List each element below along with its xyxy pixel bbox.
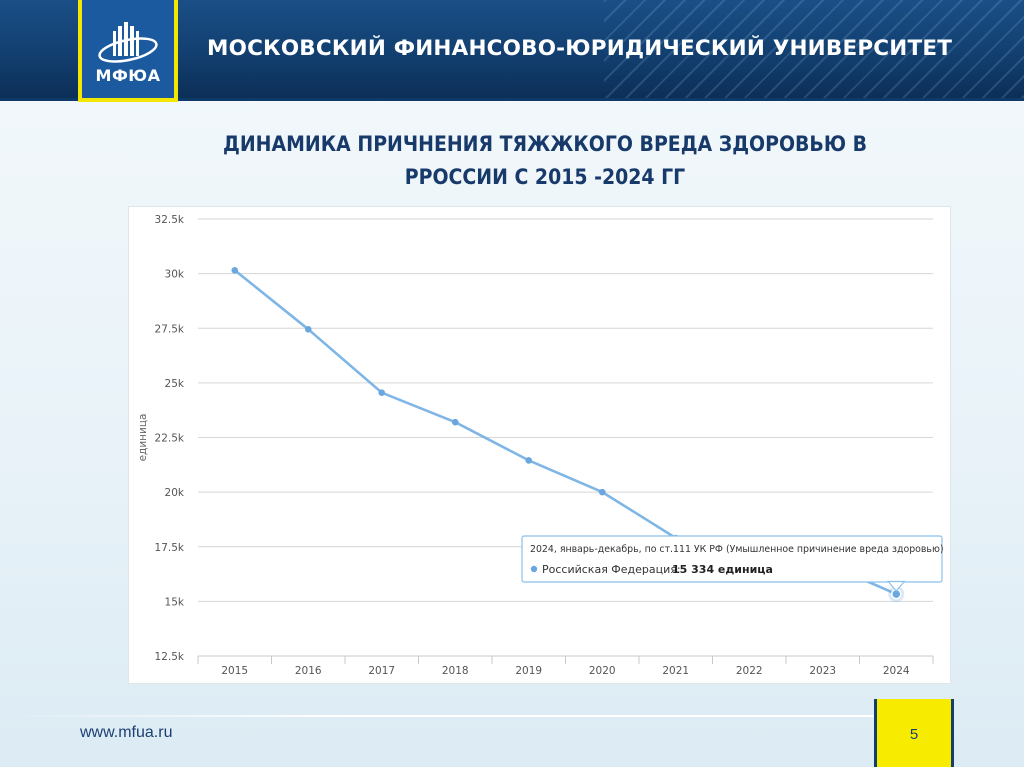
tooltip-series-label: Российская Федерация: bbox=[542, 563, 681, 576]
tooltip-pointer bbox=[886, 580, 906, 592]
chart-grid bbox=[198, 218, 933, 657]
footer-divider bbox=[0, 715, 875, 717]
chart-panel bbox=[128, 206, 951, 684]
x-tick-label: 2024 bbox=[883, 665, 910, 677]
x-tick-label: 2023 bbox=[809, 665, 836, 677]
x-tick-label: 2019 bbox=[515, 665, 542, 677]
data-point bbox=[451, 418, 459, 426]
y-tick-label: 12.5k bbox=[155, 651, 185, 663]
tooltip-box bbox=[521, 535, 943, 583]
y-tick-label: 32.5k bbox=[155, 214, 185, 226]
university-name: МОСКОВСКИЙ ФИНАНСОВО-ЮРИДИЧЕСКИЙ УНИВЕРС… bbox=[207, 36, 953, 61]
logo-emblem-icon bbox=[98, 22, 158, 63]
slide-title-line2: РРОССИИ С 2015 -2024 ГГ bbox=[404, 165, 686, 189]
y-tick-label: 22.5k bbox=[155, 433, 185, 445]
university-logo: МФЮА bbox=[78, 0, 178, 102]
x-tick-label: 2020 bbox=[589, 665, 616, 677]
tooltip-series-dot bbox=[530, 565, 538, 573]
y-tick-label: 20k bbox=[165, 487, 185, 499]
y-tick-label: 30k bbox=[165, 269, 185, 281]
y-tick-label: 25k bbox=[165, 378, 185, 390]
tooltip-header: 2024, январь-декабрь, по ст.111 УК РФ (У… bbox=[530, 544, 944, 555]
y-axis-title: единица bbox=[137, 414, 149, 462]
tooltip-value: 15 334 единица bbox=[672, 563, 773, 576]
slide-title: ДИНАМИКА ПРИЧНЕНИЯ ТЯЖЖКОГО ВРЕДА ЗДОРОВ… bbox=[190, 128, 901, 194]
data-point bbox=[525, 457, 533, 464]
page-number-box: 5 bbox=[874, 699, 954, 767]
header-divider bbox=[0, 98, 1024, 101]
y-tick-label: 15k bbox=[165, 596, 185, 608]
data-point bbox=[231, 267, 239, 274]
y-tick-label: 17.5k bbox=[155, 542, 185, 554]
x-tick-label: 2015 bbox=[221, 665, 248, 677]
data-point bbox=[598, 488, 606, 496]
chart-tooltip: 2024, январь-декабрь, по ст.111 УК РФ (У… bbox=[521, 535, 944, 592]
data-point bbox=[378, 389, 386, 397]
footer-website-link[interactable]: www.mfua.ru bbox=[80, 724, 173, 741]
x-tick-label: 2018 bbox=[442, 665, 469, 677]
x-tick-label: 2021 bbox=[662, 665, 689, 677]
page-number: 5 bbox=[909, 726, 919, 743]
x-tick-label: 2016 bbox=[295, 665, 322, 677]
x-tick-label: 2022 bbox=[736, 665, 763, 677]
slide-title-line1: ДИНАМИКА ПРИЧНЕНИЯ ТЯЖЖКОГО ВРЕДА ЗДОРОВ… bbox=[222, 132, 868, 156]
logo-text: МФЮА bbox=[95, 66, 161, 85]
x-tick-label: 2017 bbox=[368, 665, 395, 677]
line-chart: 12.5k 15k 17.5k 20k 22.5k 25k 27.5k 30k 32.5k 201… bbox=[137, 214, 944, 677]
header-pattern bbox=[604, 0, 1024, 98]
data-point bbox=[304, 326, 312, 333]
y-tick-label: 27.5k bbox=[155, 323, 185, 335]
chart-axes: 12.5k 15k 17.5k 20k 22.5k 25k 27.5k 30k 32.5k 201… bbox=[137, 214, 934, 677]
